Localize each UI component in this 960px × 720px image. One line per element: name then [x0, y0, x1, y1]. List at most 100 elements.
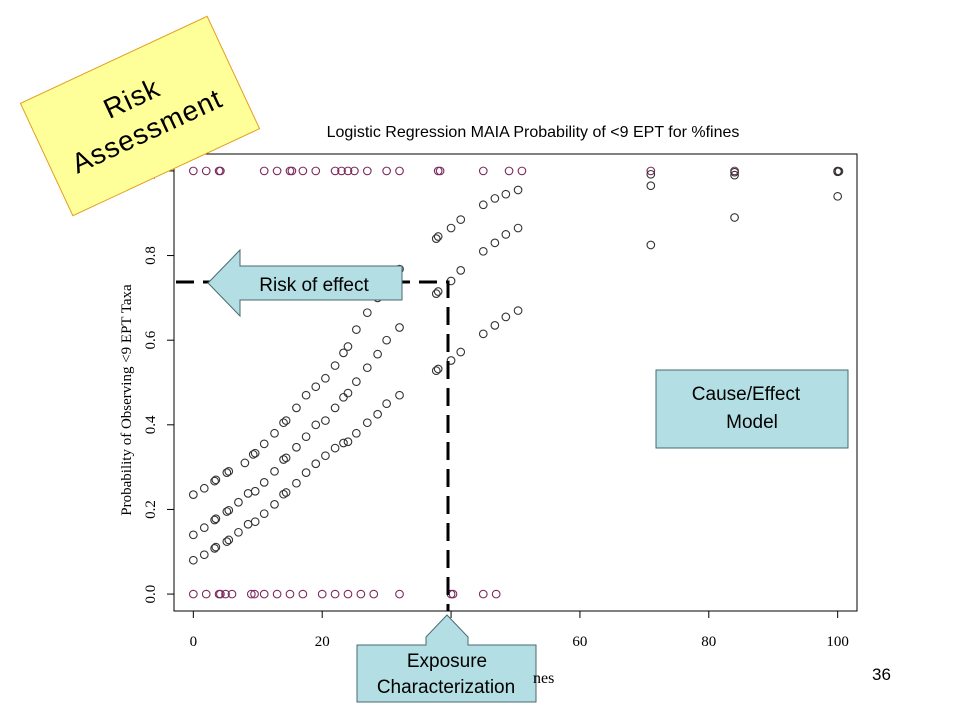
data-point [478, 329, 488, 339]
data-point [279, 489, 288, 499]
data-point [431, 289, 441, 298]
data-point [431, 366, 441, 376]
up-arrow-shape [356, 614, 537, 703]
y-tick-label: 0.4 [143, 415, 159, 434]
data-point [362, 166, 372, 176]
data-point [513, 306, 523, 315]
data-point [351, 377, 361, 387]
data-point [321, 451, 330, 461]
data-point [292, 403, 301, 413]
y-axis: 0.00.20.40.60.81.0 [143, 162, 174, 604]
data-point [250, 486, 260, 496]
data-point [234, 497, 243, 507]
data-point [259, 478, 269, 487]
data-point [517, 166, 527, 176]
risk-of-effect-label: Risk of effect [259, 275, 369, 296]
cause-effect-label-line1: Cause/Effect [692, 384, 801, 405]
data-point [281, 453, 291, 463]
data-point [433, 232, 443, 241]
x-tick-label: 60 [572, 634, 587, 650]
data-point [343, 342, 353, 351]
data-point [490, 238, 500, 248]
data-point [216, 589, 225, 599]
data-point [478, 166, 488, 176]
data-point [321, 416, 330, 425]
y-tick-label: 0.8 [143, 246, 159, 265]
data-point [395, 589, 404, 599]
data-point [501, 230, 511, 239]
data-point [351, 428, 361, 438]
data-point [330, 361, 340, 370]
data-point [188, 530, 198, 540]
data-point [351, 325, 361, 334]
cause-effect-label-line2: Model [726, 412, 778, 433]
data-point [250, 517, 260, 527]
data-point [330, 443, 340, 453]
data-point [730, 167, 739, 177]
x-tick-label: 80 [701, 634, 716, 650]
data-point [211, 514, 221, 524]
data-point [833, 167, 843, 177]
data-point [240, 458, 250, 468]
data-point [646, 169, 656, 179]
data-point [188, 490, 198, 499]
data-point [311, 382, 321, 392]
data-point [216, 166, 225, 176]
data-point [250, 589, 259, 599]
data-point [221, 589, 230, 599]
data-point [456, 266, 466, 275]
data-point [259, 166, 269, 176]
data-point [646, 240, 656, 250]
data-point [199, 483, 209, 493]
data-point [311, 420, 321, 430]
data-point [301, 468, 311, 477]
data-point [281, 416, 291, 425]
data-point [369, 589, 379, 599]
data-point [243, 489, 253, 498]
data-point [343, 437, 353, 447]
data-point [513, 185, 523, 195]
data-point [373, 409, 382, 419]
risk-reference-dashed-line [176, 280, 450, 611]
data-point [343, 589, 353, 599]
data-point [504, 166, 514, 176]
y-tick-label: 0.0 [143, 585, 159, 604]
data-point [270, 467, 279, 476]
x-tick-label: 0 [190, 634, 198, 650]
data-point [456, 347, 466, 357]
data-point [478, 200, 488, 210]
data-point [188, 166, 198, 176]
data-point [356, 589, 366, 599]
left-arrow-shape [207, 248, 403, 318]
data-point [222, 507, 232, 516]
data-point [285, 589, 295, 599]
data-point [259, 439, 269, 449]
data-point [435, 166, 445, 176]
data-point [730, 170, 739, 180]
scatter-points [188, 166, 844, 599]
data-point [270, 500, 279, 509]
data-point [301, 390, 311, 400]
data-point [646, 181, 656, 191]
data-point [501, 312, 511, 322]
x-axis-title-visible: nes [533, 670, 555, 687]
data-point [272, 166, 282, 176]
data-point [248, 450, 258, 459]
y-tick-label: 0.6 [143, 330, 159, 349]
data-point [211, 542, 221, 552]
data-point [224, 467, 234, 476]
data-point [330, 166, 340, 176]
data-point [382, 399, 391, 409]
data-point [281, 488, 291, 497]
data-point [246, 589, 256, 599]
data-point [224, 505, 234, 515]
data-point [337, 166, 346, 176]
data-point [362, 363, 372, 373]
chart-title: Logistic Regression MAIA Probability of … [327, 124, 740, 141]
data-point [222, 468, 232, 477]
exposure-label-line2: Characterization [377, 677, 515, 698]
data-point [478, 589, 488, 599]
cause-effect-box-shape [655, 369, 849, 449]
data-point [513, 223, 523, 233]
data-point [382, 335, 391, 345]
